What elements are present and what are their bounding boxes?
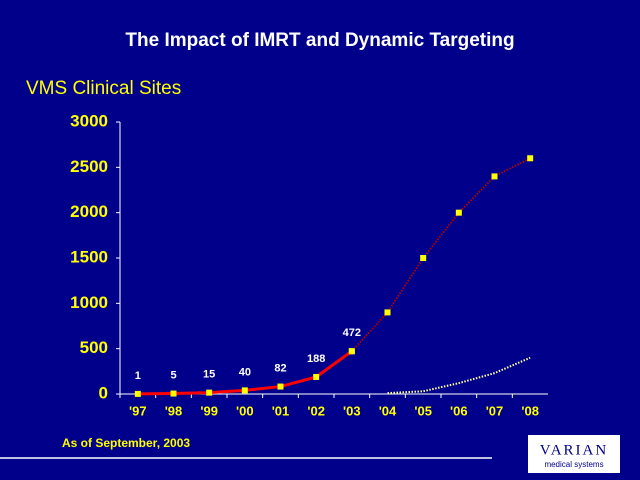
y-tick-label: 3000 [70, 111, 108, 130]
data-label: 188 [307, 353, 325, 365]
x-tick-label: '03 [343, 403, 361, 418]
marker [206, 389, 213, 396]
logo-name: VARIAN [540, 442, 608, 458]
marker [384, 309, 391, 316]
data-label: 472 [343, 327, 361, 339]
y-tick-label: 1500 [70, 247, 108, 266]
x-tick-label: '00 [236, 403, 254, 418]
footnote: As of September, 2003 [62, 436, 190, 450]
marker [455, 209, 462, 216]
x-tick-label: '98 [165, 403, 183, 418]
y-tick-label: 500 [80, 338, 108, 357]
y-tick-label: 0 [99, 383, 108, 402]
x-tick-label: '07 [486, 403, 504, 418]
axis-label: VMS Clinical Sites [26, 78, 181, 99]
marker [241, 387, 248, 394]
x-tick-label: '97 [129, 403, 147, 418]
marker [420, 255, 427, 261]
marker [527, 155, 534, 162]
x-tick-label: '02 [307, 403, 325, 418]
data-label: 40 [239, 366, 251, 378]
y-tick-label: 1000 [70, 293, 108, 312]
series-line [387, 356, 531, 395]
x-tick-label: '08 [521, 403, 539, 418]
y-tick-label: 2500 [70, 157, 108, 176]
data-label: 15 [203, 369, 215, 381]
x-tick-label: '04 [379, 403, 397, 418]
marker [277, 383, 284, 390]
marker [170, 390, 177, 397]
data-label: 1 [135, 370, 141, 382]
data-label: 5 [170, 369, 176, 381]
x-tick-label: '99 [200, 403, 218, 418]
logo-tagline: medical systems [544, 460, 603, 469]
chart-title: The Impact of IMRT and Dynamic Targeting [125, 30, 514, 51]
x-tick-label: '06 [450, 403, 468, 418]
marker [348, 348, 355, 355]
data-label: 82 [274, 362, 286, 374]
logo-box [528, 435, 620, 473]
y-tick-label: 2000 [70, 202, 108, 221]
x-tick-label: '01 [272, 403, 290, 418]
marker [134, 390, 141, 397]
marker [491, 173, 498, 180]
x-tick-label: '05 [414, 403, 432, 418]
marker [313, 373, 320, 380]
